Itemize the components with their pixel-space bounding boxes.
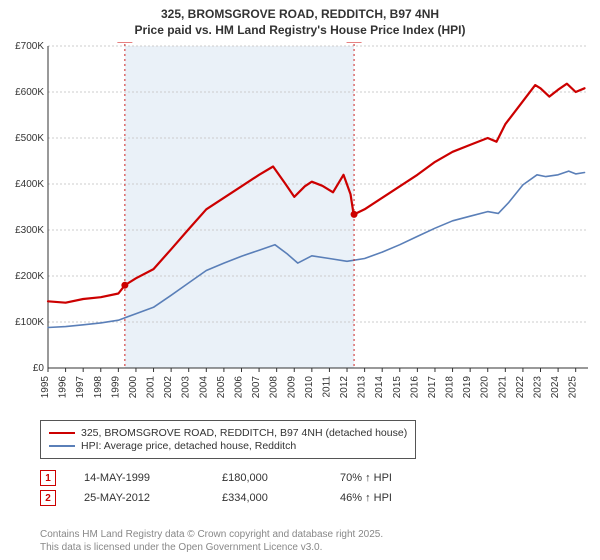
x-tick-label: 2005: [216, 376, 227, 399]
x-tick-label: 2003: [181, 376, 192, 399]
y-tick-label: £700K: [15, 42, 44, 52]
x-tick-label: 2025: [568, 376, 579, 399]
legend-box: 325, BROMSGROVE ROAD, REDDITCH, B97 4NH …: [40, 420, 416, 459]
x-tick-label: 1995: [40, 376, 51, 399]
marker-pct-2: 46% ↑ HPI: [340, 492, 450, 504]
x-tick-label: 2013: [357, 376, 368, 399]
marker-dot-2: [351, 211, 358, 218]
marker-row-1: 1 14-MAY-1999 £180,000 70% ↑ HPI: [40, 470, 450, 486]
x-tick-label: 2017: [427, 376, 438, 399]
x-tick-label: 2024: [550, 376, 561, 399]
y-tick-label: £0: [33, 363, 45, 374]
x-tick-label: 1998: [93, 376, 104, 399]
footer-attribution: Contains HM Land Registry data © Crown c…: [40, 529, 590, 554]
title-line-2: Price paid vs. HM Land Registry's House …: [0, 22, 600, 38]
marker-date-1: 14-MAY-1999: [84, 472, 194, 484]
x-tick-label: 2020: [480, 376, 491, 399]
marker-price-1: £180,000: [222, 472, 312, 484]
footer-line-1: Contains HM Land Registry data © Crown c…: [40, 529, 590, 542]
title-block: 325, BROMSGROVE ROAD, REDDITCH, B97 4NH …: [0, 0, 600, 38]
legend-swatch-price-paid: [49, 432, 75, 434]
marker-date-2: 25-MAY-2012: [84, 492, 194, 504]
page-root: 325, BROMSGROVE ROAD, REDDITCH, B97 4NH …: [0, 0, 600, 560]
y-tick-label: £600K: [15, 87, 44, 98]
x-tick-label: 2007: [251, 376, 262, 399]
marker-row-2: 2 25-MAY-2012 £334,000 46% ↑ HPI: [40, 490, 450, 506]
title-line-1: 325, BROMSGROVE ROAD, REDDITCH, B97 4NH: [0, 6, 600, 22]
legend-label-price-paid: 325, BROMSGROVE ROAD, REDDITCH, B97 4NH …: [81, 427, 407, 439]
x-tick-label: 2010: [304, 376, 315, 399]
x-tick-label: 2002: [163, 376, 174, 399]
x-tick-label: 2011: [321, 376, 332, 398]
chart-area: £0 £100K £200K £300K £400K £500K £600K £700K 199…: [8, 42, 592, 412]
x-tick-label: 2021: [497, 376, 508, 399]
line-chart-svg: £0 £100K £200K £300K £400K £500K £600K £700K 199…: [8, 42, 592, 412]
marker-dot-1: [121, 282, 128, 289]
x-tick-label: 2008: [269, 376, 280, 399]
legend-row-price-paid: 325, BROMSGROVE ROAD, REDDITCH, B97 4NH …: [49, 427, 407, 439]
x-tick-label: 2015: [392, 376, 403, 399]
x-tick-label: 2023: [533, 376, 544, 399]
marker-table: 1 14-MAY-1999 £180,000 70% ↑ HPI 2 25-MA…: [40, 466, 450, 510]
x-tick-label: 2014: [374, 376, 385, 399]
x-tick-label: 2004: [198, 376, 209, 399]
y-tick-label: £300K: [15, 225, 44, 236]
x-tick-label: 1999: [110, 376, 121, 399]
shaded-band: [125, 46, 354, 368]
legend-row-hpi: HPI: Average price, detached house, Redd…: [49, 440, 407, 452]
marker-price-2: £334,000: [222, 492, 312, 504]
x-tick-label: 2009: [286, 376, 297, 399]
x-tick-label: 2001: [146, 376, 157, 399]
x-tick-label: 2012: [339, 376, 350, 399]
x-tick-label: 2006: [233, 376, 244, 399]
legend-label-hpi: HPI: Average price, detached house, Redd…: [81, 440, 296, 452]
x-tick-label: 1997: [75, 376, 86, 399]
marker-pct-1: 70% ↑ HPI: [340, 472, 450, 484]
x-tick-label: 2022: [515, 376, 526, 399]
marker-flag-2: 2: [40, 490, 56, 506]
y-tick-label: £200K: [15, 271, 44, 282]
legend-swatch-hpi: [49, 445, 75, 447]
y-tick-label: £500K: [15, 133, 44, 144]
y-tick-label: £400K: [15, 179, 44, 190]
x-tick-label: 2000: [128, 376, 139, 399]
footer-line-2: This data is licensed under the Open Gov…: [40, 542, 590, 555]
y-tick-label: £100K: [15, 317, 44, 328]
marker-flag-1: 1: [40, 470, 56, 486]
x-tick-label: 2019: [462, 376, 473, 399]
x-tick-label: 2018: [445, 376, 456, 399]
x-tick-label: 2016: [409, 376, 420, 399]
x-tick-label: 1996: [58, 376, 69, 399]
